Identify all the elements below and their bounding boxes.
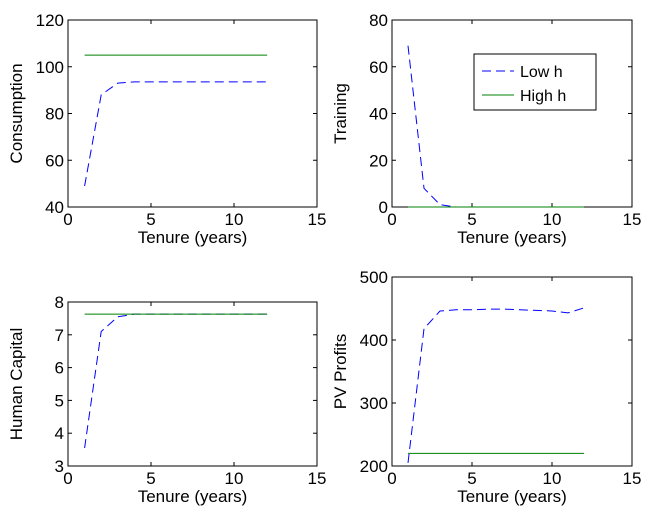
x-tick-label: 0 [387, 210, 396, 229]
series-line-low-h [84, 313, 268, 449]
y-tick-label: 500 [360, 268, 388, 287]
x-tick-label: 5 [146, 469, 155, 488]
y-tick-label: 40 [369, 105, 388, 124]
subplot-3: 0 5 10 15 3 4 5 6 7 8 Tenure (years) Human Capital [7, 293, 326, 506]
y-tick-label: 40 [45, 198, 64, 217]
y-tick-label: 100 [36, 58, 64, 77]
axes-frame [67, 19, 318, 208]
subplot-4: 0 5 10 15 200 300 400 500 Tenure (years) PV Profi… [331, 268, 641, 506]
x-tick-label: 15 [308, 469, 327, 488]
y-tick-label: 60 [45, 151, 64, 170]
y-tick-label: 200 [360, 457, 388, 476]
x-tick-label: 10 [225, 210, 244, 229]
x-tick-label: 15 [623, 469, 642, 488]
subplot-1: 0 5 10 15 40 60 80 100 120 Tenure (years) Consumpt… [7, 11, 326, 247]
y-axis-label: PV Profits [331, 334, 350, 410]
y-tick-label: 20 [369, 151, 388, 170]
axes-frame [67, 301, 318, 467]
x-tick-label: 10 [225, 469, 244, 488]
y-tick-label: 300 [360, 394, 388, 413]
x-axis-label: Tenure (years) [457, 487, 567, 506]
y-tick-label: 120 [36, 11, 64, 30]
y-tick-label: 60 [369, 58, 388, 77]
subplot-2: 0 5 10 15 0 20 40 60 80 Tenure (years) Training Low… [331, 11, 641, 247]
x-tick-label: 0 [387, 469, 396, 488]
x-tick-label: 0 [63, 210, 72, 229]
x-axis-label: Tenure (years) [138, 228, 248, 247]
x-tick-label: 5 [467, 210, 476, 229]
y-tick-label: 8 [55, 293, 64, 312]
y-axis-label: Training [331, 83, 350, 144]
x-tick-label: 5 [467, 469, 476, 488]
y-tick-label: 4 [55, 424, 64, 443]
y-tick-label: 80 [369, 11, 388, 30]
y-tick-label: 3 [55, 457, 64, 476]
legend-label: High h [520, 88, 566, 105]
legend-box [473, 53, 597, 111]
x-tick-label: 15 [623, 210, 642, 229]
x-axis-label: Tenure (years) [138, 487, 248, 506]
series-line-low-h [84, 81, 268, 187]
axes-frame [391, 19, 633, 208]
y-tick-label: 0 [379, 198, 388, 217]
y-axis-label: Human Capital [7, 328, 26, 440]
x-tick-label: 10 [543, 469, 562, 488]
x-tick-label: 10 [543, 210, 562, 229]
x-tick-label: 5 [146, 210, 155, 229]
y-tick-label: 80 [45, 105, 64, 124]
y-tick-label: 400 [360, 331, 388, 350]
y-axis-label: Consumption [7, 63, 26, 163]
x-tick-label: 0 [63, 469, 72, 488]
legend-label: Low h [520, 64, 563, 81]
x-tick-label: 15 [308, 210, 327, 229]
axes-frame [391, 276, 633, 467]
y-tick-label: 6 [55, 359, 64, 378]
x-axis-label: Tenure (years) [457, 228, 567, 247]
series-line-low-h [407, 307, 585, 463]
y-tick-label: 7 [55, 326, 64, 345]
y-tick-label: 5 [55, 391, 64, 410]
legend: Low h High h [473, 53, 597, 111]
